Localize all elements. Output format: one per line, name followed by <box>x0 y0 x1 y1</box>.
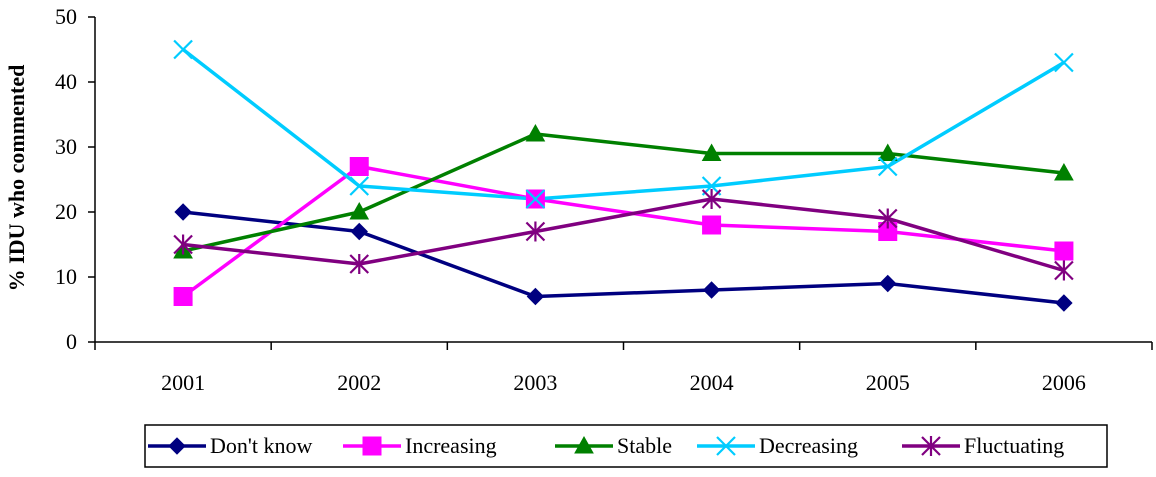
diamond-marker-shape <box>174 203 192 221</box>
diamond-marker-shape <box>702 281 721 299</box>
data-point-fluctuating-2006 <box>1054 260 1074 281</box>
x-tick-label: 2004 <box>690 370 734 395</box>
series-lines <box>182 48 1065 305</box>
x-tick-label: 2006 <box>1042 370 1086 395</box>
legend-label: Don't know <box>210 433 312 458</box>
x-tick-label: 2003 <box>513 370 557 395</box>
data-point-fluctuating-2001 <box>173 234 193 255</box>
triangle-marker-shape <box>701 143 722 161</box>
legend-item-fluctuating: Fluctuating <box>902 433 1064 458</box>
series-line-fluctuating <box>182 197 1065 273</box>
square-marker-shape <box>173 287 193 306</box>
legend-marker-stable <box>574 435 594 454</box>
y-tick-label: 10 <box>55 264 77 289</box>
data-point-fluctuating-2005 <box>877 208 898 229</box>
data-point-increasing-2006 <box>1054 241 1074 261</box>
x-marker-stroke <box>1054 52 1074 73</box>
diamond-marker-shape <box>350 222 368 241</box>
data-point-decreasing-2005 <box>877 156 898 177</box>
y-tick-label: 0 <box>66 329 77 354</box>
triangle-marker-shape <box>574 435 594 454</box>
data-point-decreasing-2006 <box>1054 52 1074 73</box>
triangle-marker-shape <box>525 123 546 142</box>
y-tick-label: 40 <box>55 69 77 94</box>
data-point-increasing-2001 <box>173 287 193 306</box>
y-tick-label: 30 <box>55 134 77 159</box>
data-point-stable-2003 <box>525 123 546 142</box>
series-line-stable <box>182 132 1065 253</box>
data-point-stable-2005 <box>877 143 898 161</box>
x-marker-stroke <box>173 39 193 60</box>
square-marker-shape <box>702 215 722 235</box>
legend-item-stable: Stable <box>555 433 672 458</box>
data-point-decreasing-2002 <box>349 176 370 196</box>
series-line-decreasing <box>182 48 1065 201</box>
diamond-marker-shape <box>879 274 897 293</box>
legend-item-increasing: Increasing <box>343 433 497 458</box>
diamond-marker-shape <box>1055 294 1073 312</box>
legend-label: Fluctuating <box>964 433 1064 458</box>
data-point-don-t-know-2003 <box>526 287 545 306</box>
diamond-marker-shape <box>526 287 545 306</box>
x-marker-stroke <box>525 189 546 209</box>
data-point-don-t-know-2005 <box>879 274 897 293</box>
triangle-marker-shape <box>1054 162 1074 181</box>
legend-marker-increasing <box>362 436 382 456</box>
data-point-fluctuating-2004 <box>701 189 722 209</box>
legend-marker-don-t-know <box>168 437 186 455</box>
y-axis-title: % IDU who commented <box>4 65 29 292</box>
x-marker-stroke <box>349 176 370 196</box>
data-point-stable-2002 <box>349 201 370 220</box>
x-tick-label: 2001 <box>161 370 205 395</box>
legend-item-don-t-know: Don't know <box>148 433 312 458</box>
data-point-increasing-2002 <box>349 157 369 176</box>
legend: Don't know Increasing Stable Decreasing Fluc… <box>144 424 1108 468</box>
data-point-don-t-know-2006 <box>1055 294 1073 312</box>
x-marker-stroke <box>877 156 898 177</box>
axes: 0 10 20 30 40 50 2001 2002 2003 2004 2005 2006 <box>55 4 1153 395</box>
data-point-don-t-know-2001 <box>174 203 192 221</box>
series-line-don-t-know <box>182 210 1065 305</box>
legend-item-decreasing: Decreasing <box>697 433 858 458</box>
data-point-fluctuating-2003 <box>525 221 546 242</box>
diamond-marker-shape <box>168 437 186 455</box>
data-point-increasing-2004 <box>702 215 722 235</box>
x-tick-label: 2002 <box>337 370 381 395</box>
triangle-marker-shape <box>877 143 898 161</box>
legend-label: Increasing <box>405 433 497 458</box>
data-point-decreasing-2003 <box>525 189 546 209</box>
x-tick-label: 2005 <box>866 370 910 395</box>
legend-label: Stable <box>617 433 672 458</box>
square-marker-shape <box>1054 241 1074 261</box>
series-markers <box>173 39 1074 312</box>
legend-marker-fluctuating <box>921 436 941 456</box>
data-point-fluctuating-2002 <box>349 254 370 274</box>
square-marker-shape <box>349 157 369 176</box>
series-line-increasing <box>182 164 1065 298</box>
data-point-stable-2006 <box>1054 162 1074 181</box>
data-point-decreasing-2001 <box>173 39 193 60</box>
triangle-marker-shape <box>349 201 370 220</box>
x-marker-stroke <box>716 436 736 456</box>
y-tick-label: 50 <box>55 4 77 29</box>
y-tick-label: 20 <box>55 199 77 224</box>
legend-marker-decreasing <box>716 436 736 456</box>
data-point-stable-2004 <box>701 143 722 161</box>
square-marker-shape <box>362 436 382 456</box>
data-point-don-t-know-2002 <box>350 222 368 241</box>
legend-label: Decreasing <box>759 433 858 458</box>
data-point-don-t-know-2004 <box>702 281 721 299</box>
